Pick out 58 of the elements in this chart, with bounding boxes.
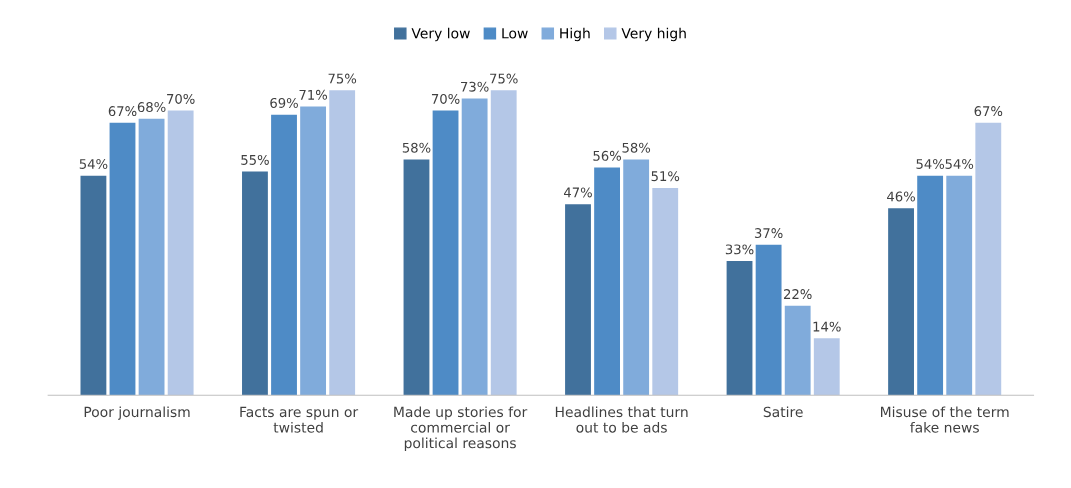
data-label: 46% xyxy=(887,191,915,202)
data-label: 54% xyxy=(79,158,108,169)
bar xyxy=(565,204,591,396)
data-label: 75% xyxy=(328,73,357,84)
bar xyxy=(784,305,811,396)
bar xyxy=(167,110,194,396)
data-label: 56% xyxy=(593,150,622,161)
data-label: 58% xyxy=(402,142,431,153)
data-label: 14% xyxy=(813,321,841,332)
data-label: 51% xyxy=(651,171,680,182)
legend-label: High xyxy=(560,27,590,42)
bar xyxy=(271,114,297,396)
legend-label: Very high xyxy=(621,27,686,42)
data-label: 22% xyxy=(783,289,812,300)
bar xyxy=(917,175,944,396)
bar xyxy=(594,167,620,396)
bar xyxy=(652,187,679,396)
x-tick-label: Satire xyxy=(763,406,803,418)
data-label: 54% xyxy=(945,158,974,169)
bar xyxy=(975,122,1002,396)
legend-label: Low xyxy=(502,28,528,39)
bar xyxy=(432,110,459,396)
bar xyxy=(726,261,753,396)
bar xyxy=(300,106,327,396)
data-label: 75% xyxy=(490,73,518,84)
data-label: 68% xyxy=(137,102,166,113)
data-label: 47% xyxy=(563,187,592,198)
bar xyxy=(755,244,782,396)
data-label: 70% xyxy=(167,93,195,104)
bar xyxy=(403,159,430,396)
bar xyxy=(813,338,840,396)
x-tick-label: Facts are spun or twisted xyxy=(240,406,359,433)
bar xyxy=(946,175,973,396)
bar xyxy=(461,98,488,396)
bar xyxy=(242,171,268,396)
data-label: 70% xyxy=(431,93,460,104)
data-label: 33% xyxy=(725,244,754,255)
bar xyxy=(80,175,107,396)
data-label: 55% xyxy=(241,154,269,165)
x-tick-label: Poor journalism xyxy=(84,406,190,420)
x-tick-label: Headlines that turn out to be ads xyxy=(555,406,688,433)
data-label: 37% xyxy=(754,228,783,239)
data-label: 71% xyxy=(299,89,328,100)
bar xyxy=(329,90,356,396)
data-label: 58% xyxy=(622,142,651,153)
x-tick-label: Misuse of the term fake news xyxy=(881,406,1009,433)
data-label: 54% xyxy=(916,158,945,169)
data-label: 67% xyxy=(974,106,1003,117)
bar xyxy=(623,159,650,396)
x-tick-label: Made up stories for commercial or political reasons xyxy=(394,406,528,451)
data-label: 69% xyxy=(270,97,298,108)
data-label: 73% xyxy=(461,81,489,92)
bar xyxy=(888,208,914,396)
legend-label: Very low xyxy=(411,27,470,42)
bar xyxy=(138,118,165,396)
data-label: 67% xyxy=(108,106,137,117)
bar xyxy=(109,122,136,396)
bar xyxy=(490,90,517,396)
